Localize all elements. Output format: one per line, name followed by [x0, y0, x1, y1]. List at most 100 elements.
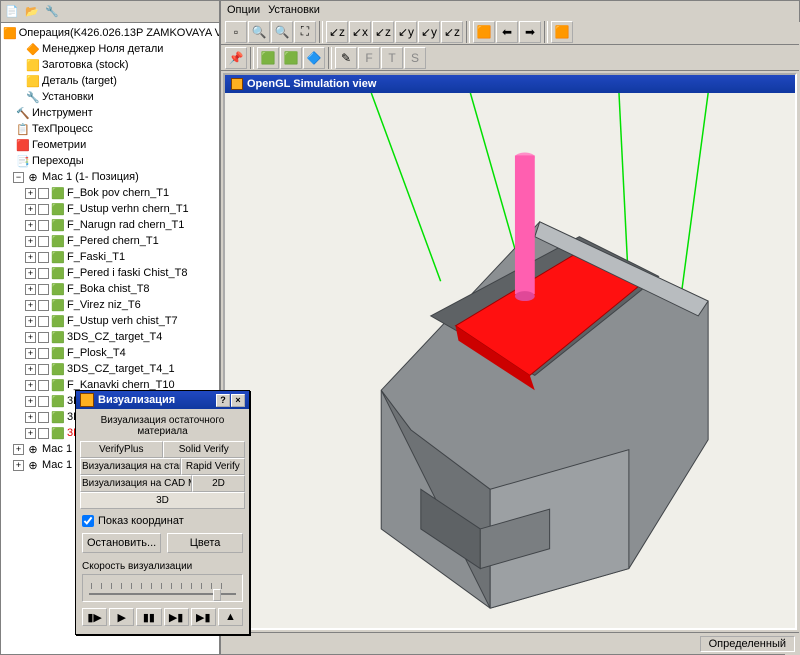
- expander-icon[interactable]: +: [25, 204, 36, 215]
- tree-op-item[interactable]: +🟩F_Faski_T1: [1, 249, 219, 265]
- checkbox-icon[interactable]: [38, 268, 49, 279]
- expander-icon[interactable]: +: [25, 348, 36, 359]
- tree-op-item[interactable]: +🟩3DS_CZ_target_T4_1: [1, 361, 219, 377]
- expander-icon[interactable]: −: [13, 172, 24, 183]
- tab-3d[interactable]: 3D: [80, 492, 245, 509]
- checkbox-icon[interactable]: [38, 316, 49, 327]
- expander-icon[interactable]: +: [13, 460, 24, 471]
- tree-op-item[interactable]: +🟩F_Ustup verhn chern_T1: [1, 201, 219, 217]
- tree-zero[interactable]: Менеджер Ноля детали: [42, 43, 163, 55]
- tree-target[interactable]: Деталь (target): [42, 75, 117, 87]
- checkbox-icon[interactable]: [38, 412, 49, 423]
- expander-icon[interactable]: +: [25, 380, 36, 391]
- checkbox-icon[interactable]: [38, 252, 49, 263]
- op-label[interactable]: F_Pered i faski Chist_T8: [67, 267, 187, 279]
- tab-rapidverify[interactable]: Rapid Verify: [181, 458, 245, 475]
- speed-slider[interactable]: [82, 574, 243, 602]
- tree-op-item[interactable]: +🟩3DS_CZ_target_T4: [1, 329, 219, 345]
- next-icon[interactable]: ➡: [519, 21, 541, 43]
- geom2-icon[interactable]: 🟩: [280, 47, 302, 69]
- checkbox-icon[interactable]: [38, 220, 49, 231]
- checkbox-icon[interactable]: [38, 364, 49, 375]
- expander-icon[interactable]: +: [25, 364, 36, 375]
- axis-icon[interactable]: ↙y: [418, 21, 440, 43]
- op-label[interactable]: 3DS_CZ_target_T4_1: [67, 363, 175, 375]
- expander-icon[interactable]: +: [25, 316, 36, 327]
- tree-steps[interactable]: Переходы: [32, 155, 84, 167]
- checkbox-icon[interactable]: [38, 332, 49, 343]
- op-label[interactable]: F_Boka chist_T8: [67, 283, 150, 295]
- f-button[interactable]: F: [358, 47, 380, 69]
- eject-button[interactable]: ▲: [218, 608, 243, 626]
- iso-icon[interactable]: 🟧: [473, 21, 495, 43]
- pin-icon[interactable]: 📌: [225, 47, 247, 69]
- menu-options[interactable]: Опции: [227, 4, 260, 16]
- op-label[interactable]: F_Ustup verhn chern_T1: [67, 203, 189, 215]
- checkbox-icon[interactable]: [38, 380, 49, 391]
- tree-tool[interactable]: Инструмент: [32, 107, 93, 119]
- axis-icon[interactable]: ↙z: [326, 21, 348, 43]
- tab-cadmodel[interactable]: Визуализация на CAD Модели: [80, 475, 192, 492]
- stop-button[interactable]: Остановить...: [82, 533, 161, 553]
- tree-op-item[interactable]: +🟩F_Ustup verh chist_T7: [1, 313, 219, 329]
- doc-icon[interactable]: 📄: [3, 3, 21, 21]
- expander-icon[interactable]: +: [25, 284, 36, 295]
- tree-setups[interactable]: Установки: [42, 91, 94, 103]
- tree-mac1c[interactable]: Мас 1: [42, 459, 72, 471]
- op-label[interactable]: F_Bok pov chern_T1: [67, 187, 169, 199]
- show-coords-checkbox[interactable]: [82, 515, 94, 527]
- zoom2-icon[interactable]: 🔍: [271, 21, 293, 43]
- tab-machine[interactable]: Визуализация на станке: [80, 458, 181, 475]
- op-label[interactable]: F_Pered chern_T1: [67, 235, 159, 247]
- open-icon[interactable]: 📂: [23, 3, 41, 21]
- close-button[interactable]: ×: [231, 394, 245, 407]
- axis-icon[interactable]: ↙y: [395, 21, 417, 43]
- help-button[interactable]: ?: [216, 394, 230, 407]
- tree-op-item[interactable]: +🟩F_Boka chist_T8: [1, 281, 219, 297]
- geom1-icon[interactable]: 🟩: [257, 47, 279, 69]
- wrench-icon[interactable]: 🔧: [43, 3, 61, 21]
- tree-op-item[interactable]: +🟩F_Plosk_T4: [1, 345, 219, 361]
- tree-op-item[interactable]: +🟩F_Narugn rad chern_T1: [1, 217, 219, 233]
- checkbox-icon[interactable]: [38, 284, 49, 295]
- menu-setups[interactable]: Установки: [268, 4, 320, 16]
- s-button[interactable]: S: [404, 47, 426, 69]
- geom3-icon[interactable]: 🔷: [303, 47, 325, 69]
- shade-icon[interactable]: 🟧: [551, 21, 573, 43]
- tab-verifyplus[interactable]: VerifyPlus: [80, 441, 163, 458]
- expander-icon[interactable]: +: [25, 428, 36, 439]
- dialog-titlebar[interactable]: Визуализация ? ×: [76, 391, 249, 409]
- opengl-viewport[interactable]: OpenGL Simulation view: [223, 73, 797, 630]
- visualization-dialog[interactable]: Визуализация ? × Визуализация остаточног…: [75, 390, 250, 635]
- prev-icon[interactable]: ⬅: [496, 21, 518, 43]
- expander-icon[interactable]: +: [25, 332, 36, 343]
- expander-icon[interactable]: +: [25, 396, 36, 407]
- tab-2d[interactable]: 2D: [192, 475, 245, 492]
- expander-icon[interactable]: +: [25, 220, 36, 231]
- tree-op-item[interactable]: +🟩F_Virez niz_T6: [1, 297, 219, 313]
- expander-icon[interactable]: +: [25, 188, 36, 199]
- colors-button[interactable]: Цвета: [167, 533, 243, 553]
- checkbox-icon[interactable]: [38, 348, 49, 359]
- fit-icon[interactable]: ⛶: [294, 21, 316, 43]
- axis-icon[interactable]: ↙z: [441, 21, 463, 43]
- cube-icon[interactable]: ▫: [225, 21, 247, 43]
- tree-geom[interactable]: Геометрии: [32, 139, 86, 151]
- step-back-button[interactable]: ▮▶: [82, 608, 107, 626]
- op-label[interactable]: F_Faski_T1: [67, 251, 125, 263]
- expander-icon[interactable]: +: [25, 268, 36, 279]
- tree-op-item[interactable]: +🟩F_Pered i faski Chist_T8: [1, 265, 219, 281]
- t-button[interactable]: T: [381, 47, 403, 69]
- op-label[interactable]: F_Virez niz_T6: [67, 299, 141, 311]
- expander-icon[interactable]: +: [25, 412, 36, 423]
- checkbox-icon[interactable]: [38, 236, 49, 247]
- op-label[interactable]: 3DS_CZ_target_T4: [67, 331, 162, 343]
- pause-button[interactable]: ▮▮: [136, 608, 161, 626]
- checkbox-icon[interactable]: [38, 204, 49, 215]
- tab-solidverify[interactable]: Solid Verify: [163, 441, 246, 458]
- expander-icon[interactable]: +: [25, 236, 36, 247]
- checkbox-icon[interactable]: [38, 188, 49, 199]
- op-label[interactable]: F_Ustup verh chist_T7: [67, 315, 178, 327]
- axis-icon[interactable]: ↙z: [372, 21, 394, 43]
- skip-button[interactable]: ▶▮: [191, 608, 216, 626]
